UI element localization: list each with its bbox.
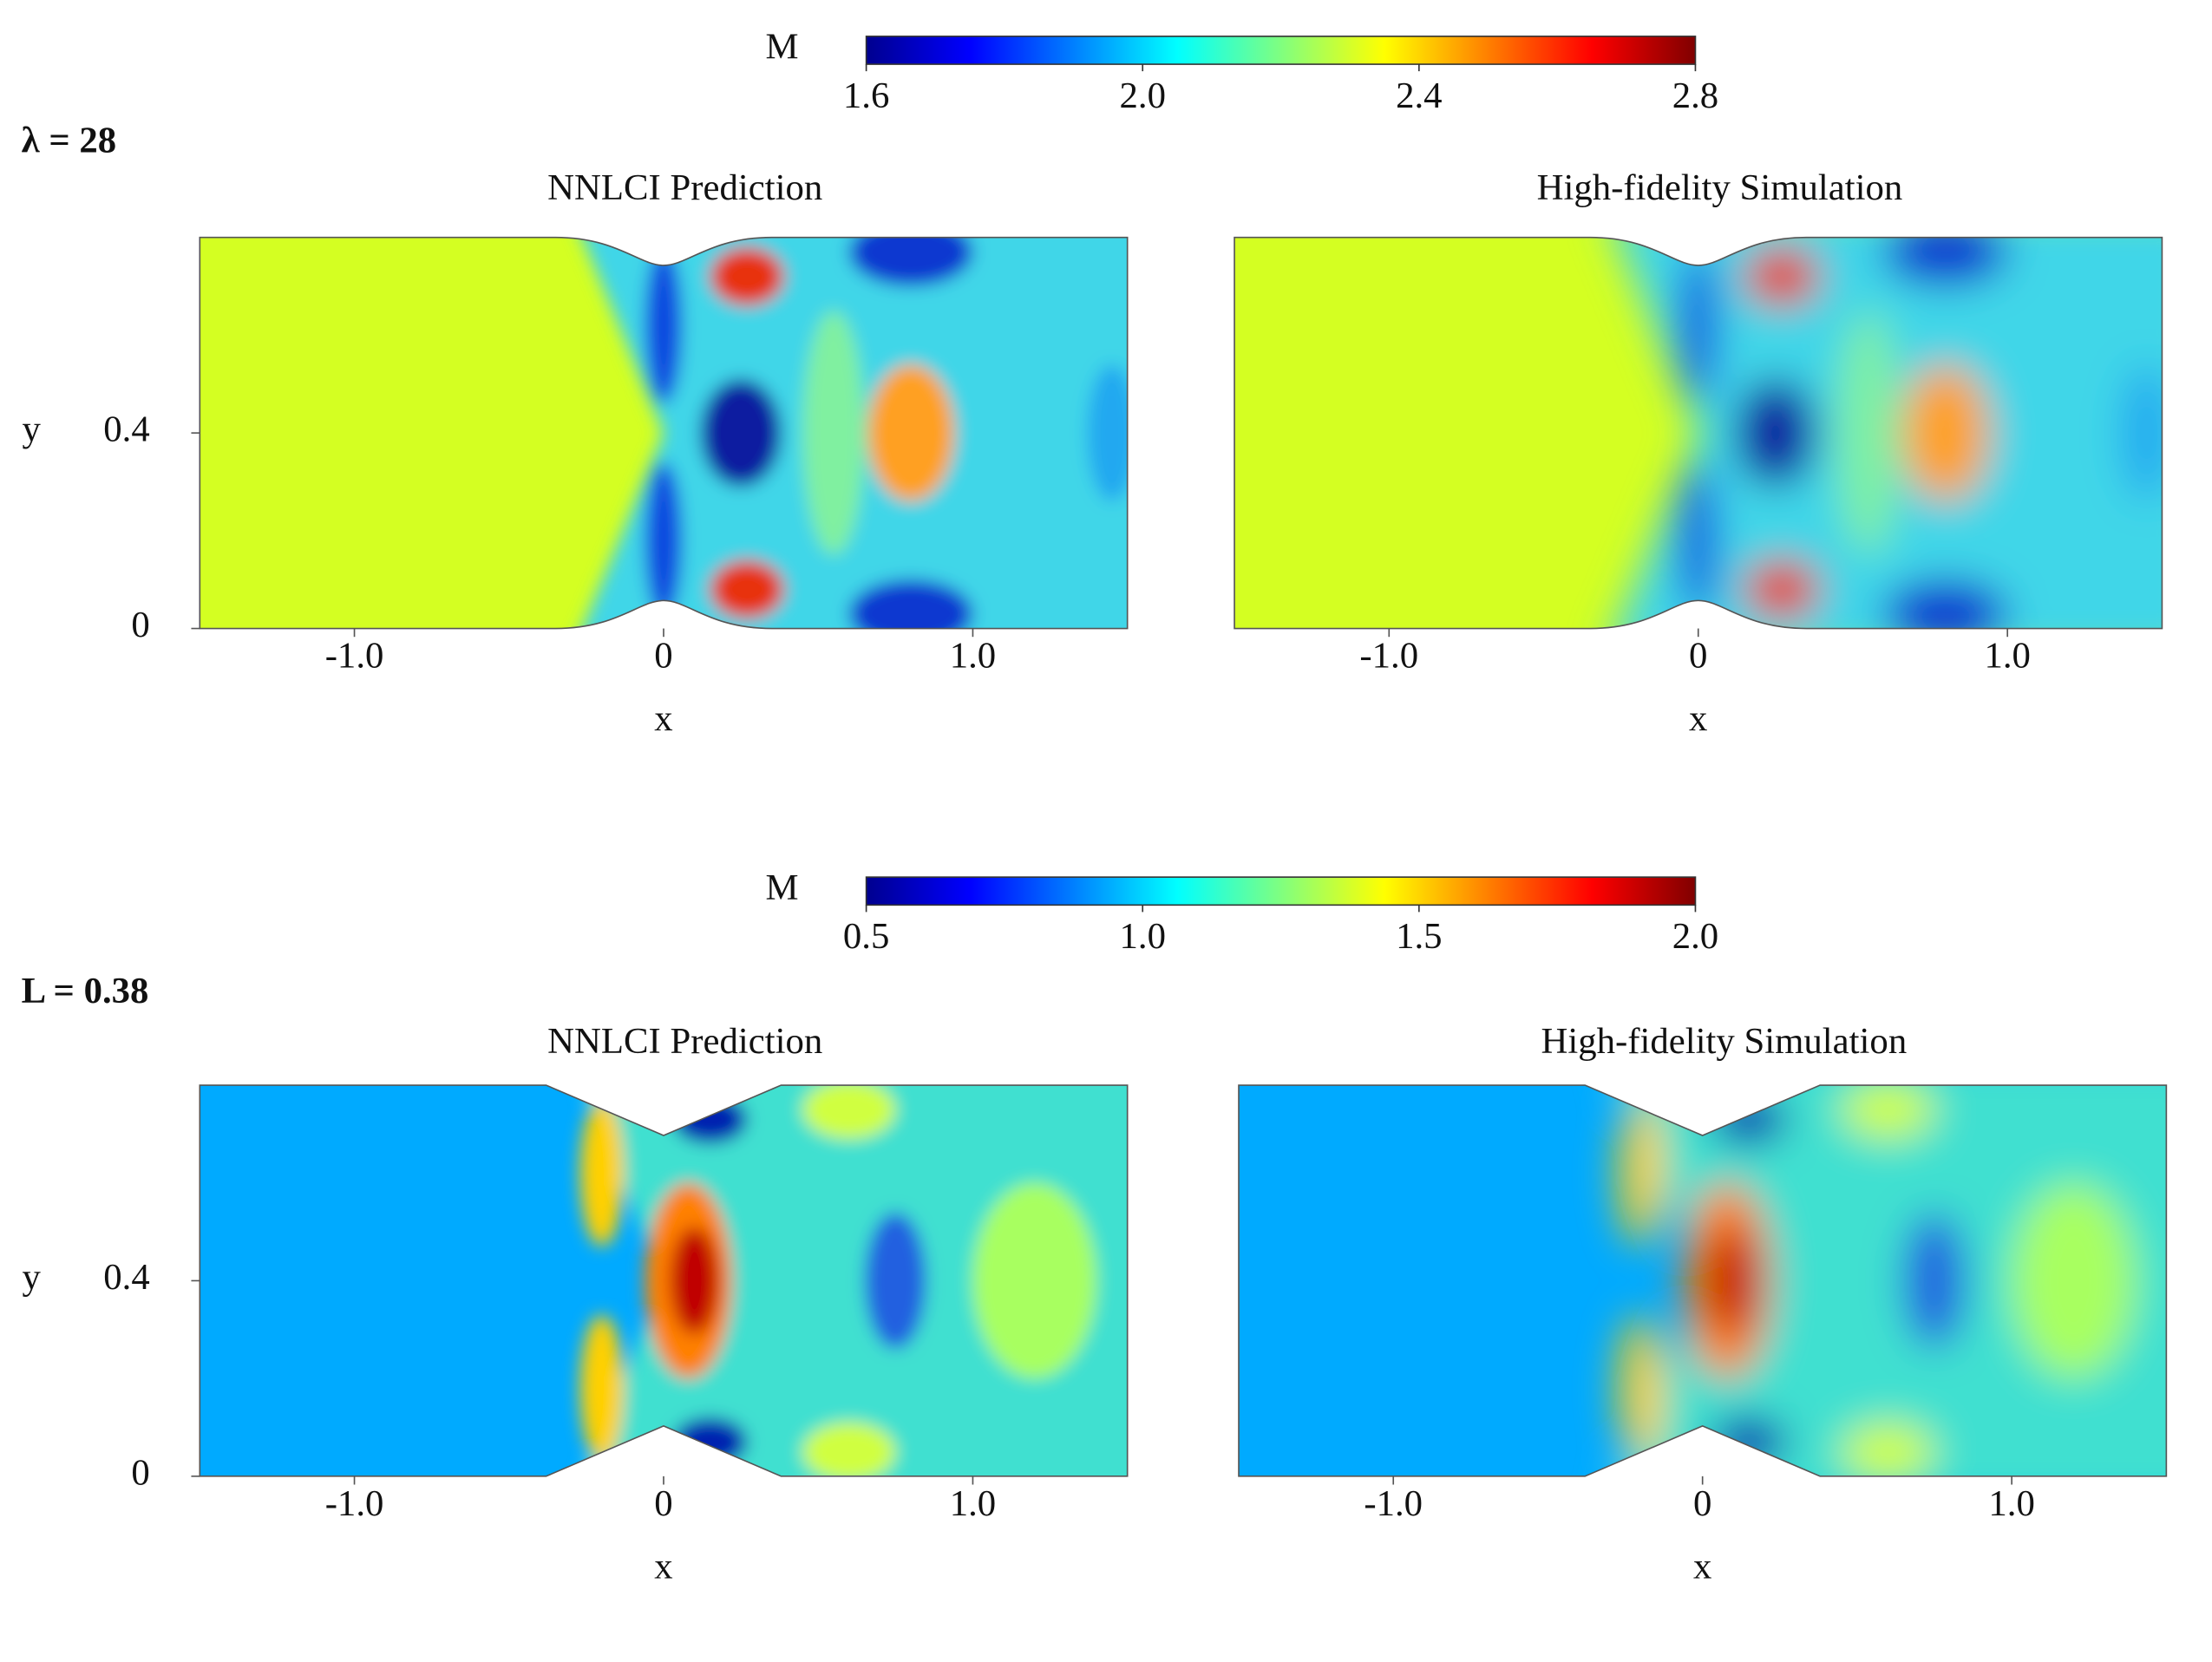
colorbar-label: M bbox=[766, 867, 799, 907]
field bbox=[1239, 1085, 2167, 1476]
field-blob bbox=[867, 364, 955, 502]
field-blob bbox=[645, 246, 683, 404]
field-blob bbox=[1883, 237, 2008, 287]
domain-outline bbox=[1234, 236, 2163, 630]
colorbar-tick-label: 2.4 bbox=[1396, 75, 1442, 115]
field-blob bbox=[1903, 1212, 1966, 1350]
colorbar-tick-label: 2.0 bbox=[1672, 917, 1718, 957]
colorbar-tick-label: 1.5 bbox=[1396, 917, 1442, 957]
panel-title: NNLCI Prediction bbox=[547, 168, 822, 208]
x-tick-label: -1.0 bbox=[325, 1483, 384, 1523]
domain-outline bbox=[199, 1084, 1129, 1477]
field-blob bbox=[1679, 461, 1718, 619]
field-blob bbox=[1837, 311, 1900, 556]
panel-title: High-fidelity Simulation bbox=[1537, 168, 1903, 208]
field-blob bbox=[1744, 559, 1819, 619]
field-blob bbox=[1842, 1085, 1935, 1140]
row-label: λ = 28 bbox=[22, 121, 117, 160]
field-blob bbox=[802, 311, 865, 556]
field-blob bbox=[1711, 1417, 1786, 1467]
x-tick-label: 1.0 bbox=[1984, 636, 2030, 676]
field-blob bbox=[802, 1085, 896, 1140]
colorbar-tick-label: 0.5 bbox=[843, 917, 889, 957]
field bbox=[200, 1085, 1128, 1476]
colorbar bbox=[865, 36, 1697, 65]
field-blob bbox=[710, 246, 785, 306]
colorbar-tick-label: 1.0 bbox=[1119, 917, 1165, 957]
x-tick-label: -1.0 bbox=[1359, 636, 1418, 676]
field-blob bbox=[1711, 1095, 1786, 1144]
x-axis-label: x bbox=[654, 1547, 672, 1587]
colorbar bbox=[865, 876, 1697, 906]
field-blob bbox=[1619, 1314, 1663, 1462]
field-blob bbox=[710, 559, 785, 619]
field-blob bbox=[1619, 1099, 1663, 1246]
field-blobs bbox=[1609, 1085, 2167, 1476]
field bbox=[1234, 237, 2163, 629]
x-tick-label: 0 bbox=[1689, 636, 1707, 676]
domain-outline bbox=[1238, 1084, 2168, 1477]
y-axis-label: y bbox=[23, 1257, 41, 1297]
x-tick-label: 1.0 bbox=[1988, 1483, 2034, 1523]
field-blob bbox=[1902, 364, 1989, 502]
field-blobs bbox=[1605, 237, 2163, 629]
row-label: L = 0.38 bbox=[22, 971, 149, 1011]
colorbar-label: M bbox=[766, 27, 799, 67]
field-blob bbox=[1735, 379, 1816, 487]
field-blob bbox=[848, 579, 973, 629]
field-blob bbox=[670, 1227, 720, 1335]
field bbox=[200, 237, 1128, 629]
x-tick-label: 0 bbox=[1693, 1483, 1711, 1523]
field-blob bbox=[1708, 1227, 1758, 1335]
y-tick-label: 0.4 bbox=[103, 1257, 149, 1297]
field-blob bbox=[864, 1212, 926, 1350]
field-blob bbox=[972, 1182, 1097, 1379]
y-tick-label: 0.4 bbox=[103, 409, 149, 449]
field-blob bbox=[2012, 1182, 2136, 1379]
x-tick-label: 1.0 bbox=[950, 636, 996, 676]
x-tick-label: 0 bbox=[654, 1483, 672, 1523]
field-blob bbox=[672, 1095, 748, 1144]
x-tick-label: -1.0 bbox=[1364, 1483, 1423, 1523]
field-blob bbox=[802, 1422, 896, 1476]
field-blob bbox=[579, 1099, 624, 1246]
y-tick-label: 0 bbox=[131, 605, 149, 645]
field-blob bbox=[848, 237, 973, 287]
field-blob bbox=[1842, 1422, 1935, 1476]
field-blob bbox=[579, 1314, 624, 1462]
field-blob bbox=[1744, 246, 1819, 306]
y-tick-label: 0 bbox=[131, 1453, 149, 1493]
colorbar-tick-label: 2.8 bbox=[1672, 75, 1718, 115]
field-blob bbox=[672, 1417, 748, 1467]
panel-title: NNLCI Prediction bbox=[547, 1021, 822, 1061]
colorbar-tick-label: 1.6 bbox=[843, 75, 889, 115]
x-axis-label: x bbox=[654, 698, 672, 738]
x-axis-label: x bbox=[1689, 698, 1707, 738]
domain-outline bbox=[199, 236, 1129, 630]
y-axis-label: y bbox=[23, 409, 41, 449]
x-tick-label: -1.0 bbox=[325, 636, 384, 676]
field-blob bbox=[1679, 246, 1718, 404]
field-blob bbox=[645, 461, 683, 619]
x-tick-label: 1.0 bbox=[950, 1483, 996, 1523]
field-blob bbox=[1883, 579, 2008, 629]
x-tick-label: 0 bbox=[654, 636, 672, 676]
panel-title: High-fidelity Simulation bbox=[1541, 1021, 1908, 1061]
field-blob bbox=[700, 379, 782, 487]
field-blobs bbox=[571, 237, 1128, 629]
colorbar-tick-label: 2.0 bbox=[1119, 75, 1165, 115]
field-blobs bbox=[571, 1085, 1128, 1476]
x-axis-label: x bbox=[1693, 1547, 1711, 1587]
field-blob bbox=[2122, 364, 2163, 502]
field-blob bbox=[1087, 364, 1128, 502]
